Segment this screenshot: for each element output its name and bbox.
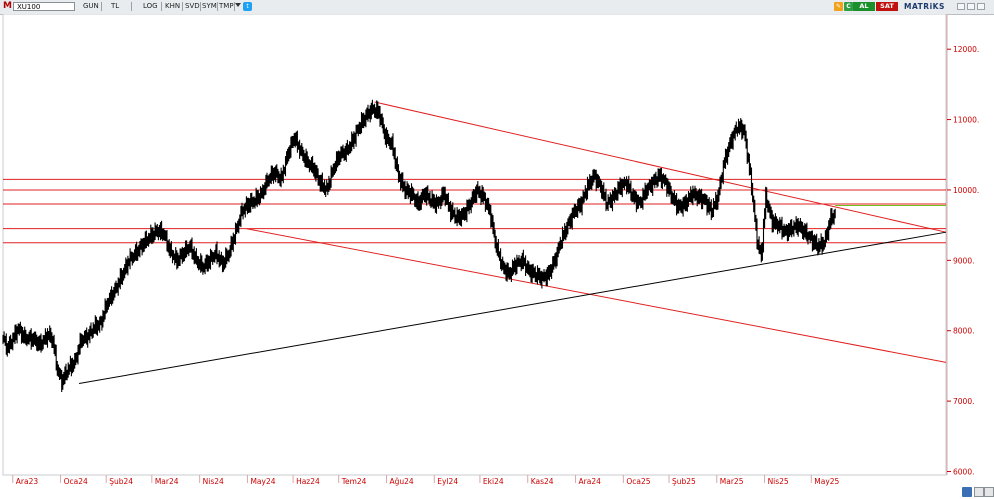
- app-logo: M: [3, 1, 12, 11]
- x-tick-label: Kas24: [531, 477, 554, 486]
- y-tick-label: 6000.: [953, 467, 974, 476]
- y-tick-label: 12000.: [953, 45, 979, 54]
- minimize-icon[interactable]: [957, 3, 965, 10]
- y-tick-label: 11000.: [953, 116, 979, 125]
- chart-pan-icon[interactable]: [974, 487, 984, 497]
- y-tick-label: 8000.: [953, 327, 974, 336]
- x-tick-label: Oca25: [626, 477, 650, 486]
- close-icon[interactable]: [977, 3, 985, 10]
- buy-button[interactable]: AL: [853, 2, 875, 11]
- maximize-icon[interactable]: [967, 3, 975, 10]
- x-tick-label: Haz24: [296, 477, 320, 486]
- sell-button[interactable]: SAT: [876, 2, 898, 11]
- chart-settings-icon[interactable]: [962, 487, 972, 497]
- refresh-icon[interactable]: C: [844, 2, 853, 11]
- toolbar: M XU100 GUN TL LOG KHN SVD SYM TMP t ✎ C…: [0, 0, 994, 15]
- x-tick-label: Eyl24: [437, 477, 458, 486]
- y-tick-label: 10000.: [953, 186, 979, 195]
- price-chart[interactable]: 6000. 7000. 8000. 9000. 10000. 11000. 12000. Ar…: [0, 14, 994, 499]
- x-tick-label: Nis24: [203, 477, 224, 486]
- x-tick-label: Ara23: [16, 477, 39, 486]
- y-tick-label: 9000.: [953, 256, 974, 265]
- sym-button[interactable]: SYM: [199, 2, 218, 11]
- template-button[interactable]: TMP: [216, 2, 235, 11]
- x-tick-label: Tem24: [341, 477, 367, 486]
- trendline-0: [374, 101, 947, 233]
- chart-zoom-icon[interactable]: [984, 487, 994, 497]
- pencil-icon[interactable]: ✎: [834, 2, 843, 11]
- x-tick-label: Ağu24: [390, 477, 414, 486]
- khn-button[interactable]: KHN: [162, 2, 183, 11]
- x-tick-label: Mar25: [720, 477, 744, 486]
- symbol-input[interactable]: XU100: [13, 2, 75, 11]
- brand-label: MATRiKS: [904, 2, 945, 11]
- x-tick-label: Mar24: [155, 477, 179, 486]
- trendline-2: [78, 231, 947, 384]
- timeframe-button[interactable]: GUN: [80, 2, 102, 11]
- log-scale-button[interactable]: LOG: [140, 2, 162, 11]
- x-tick-label: May25: [814, 477, 839, 486]
- y-tick-label: 7000.: [953, 397, 974, 406]
- x-tick-label: Şub24: [109, 477, 133, 486]
- price-series: [2, 99, 836, 392]
- svd-button[interactable]: SVD: [182, 2, 201, 11]
- x-tick-label: Eki24: [483, 477, 504, 486]
- currency-button[interactable]: TL: [108, 2, 132, 11]
- chevron-down-icon[interactable]: [235, 3, 241, 7]
- twitter-icon[interactable]: t: [243, 2, 252, 11]
- trendline-1: [246, 228, 947, 363]
- x-tick-label: May24: [250, 477, 275, 486]
- x-tick-label: Şub25: [672, 477, 696, 486]
- x-tick-label: Ara24: [579, 477, 602, 486]
- x-tick-label: Oca24: [64, 477, 88, 486]
- x-tick-label: Nis25: [768, 477, 789, 486]
